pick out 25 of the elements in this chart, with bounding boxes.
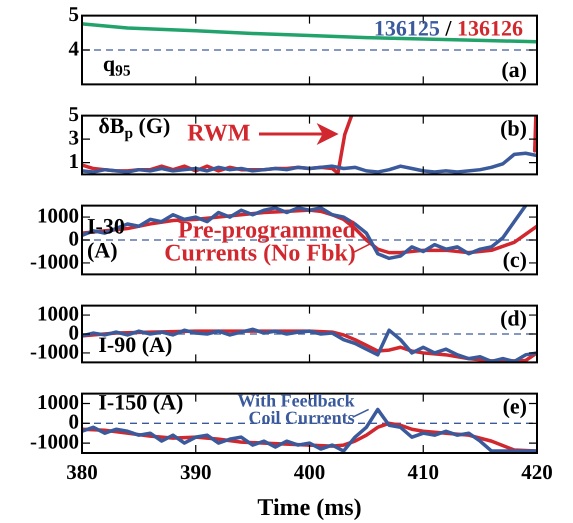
- y-tick-label: 1000: [37, 203, 79, 228]
- y-tick-label: 5: [68, 2, 79, 26]
- annotation: (e): [502, 393, 527, 418]
- y-tick-label: 3: [68, 126, 79, 150]
- x-axis-title: Time (ms): [257, 494, 362, 521]
- y-tick-label: 5: [68, 102, 79, 126]
- y-tick-label: 4: [68, 36, 80, 60]
- x-tick-label: 400: [294, 460, 326, 484]
- x-tick-label: 410: [408, 460, 439, 484]
- x-tick-label: 390: [180, 460, 212, 484]
- annotation: RWM: [187, 120, 250, 147]
- x-tick-label: 420: [521, 460, 553, 484]
- annotation: 136125 / 136126: [374, 15, 523, 40]
- annotation: Pre-programmed Currents (No Fbk): [164, 218, 356, 267]
- y-tick-label: 1: [68, 149, 79, 174]
- x-tick-label: 380: [66, 460, 98, 484]
- y-axis-title: I-150 (A): [98, 389, 184, 414]
- y-axis-title: I-90 (A): [98, 332, 172, 358]
- annotation: (b): [500, 115, 527, 140]
- y-tick-label: 0: [68, 226, 79, 250]
- y-tick-label: -1000: [30, 249, 79, 274]
- annotation: (d): [500, 305, 527, 330]
- annotation: (c): [502, 247, 527, 272]
- annotation: (a): [501, 57, 527, 82]
- annotation: With Feedback Coil Currents: [237, 390, 355, 428]
